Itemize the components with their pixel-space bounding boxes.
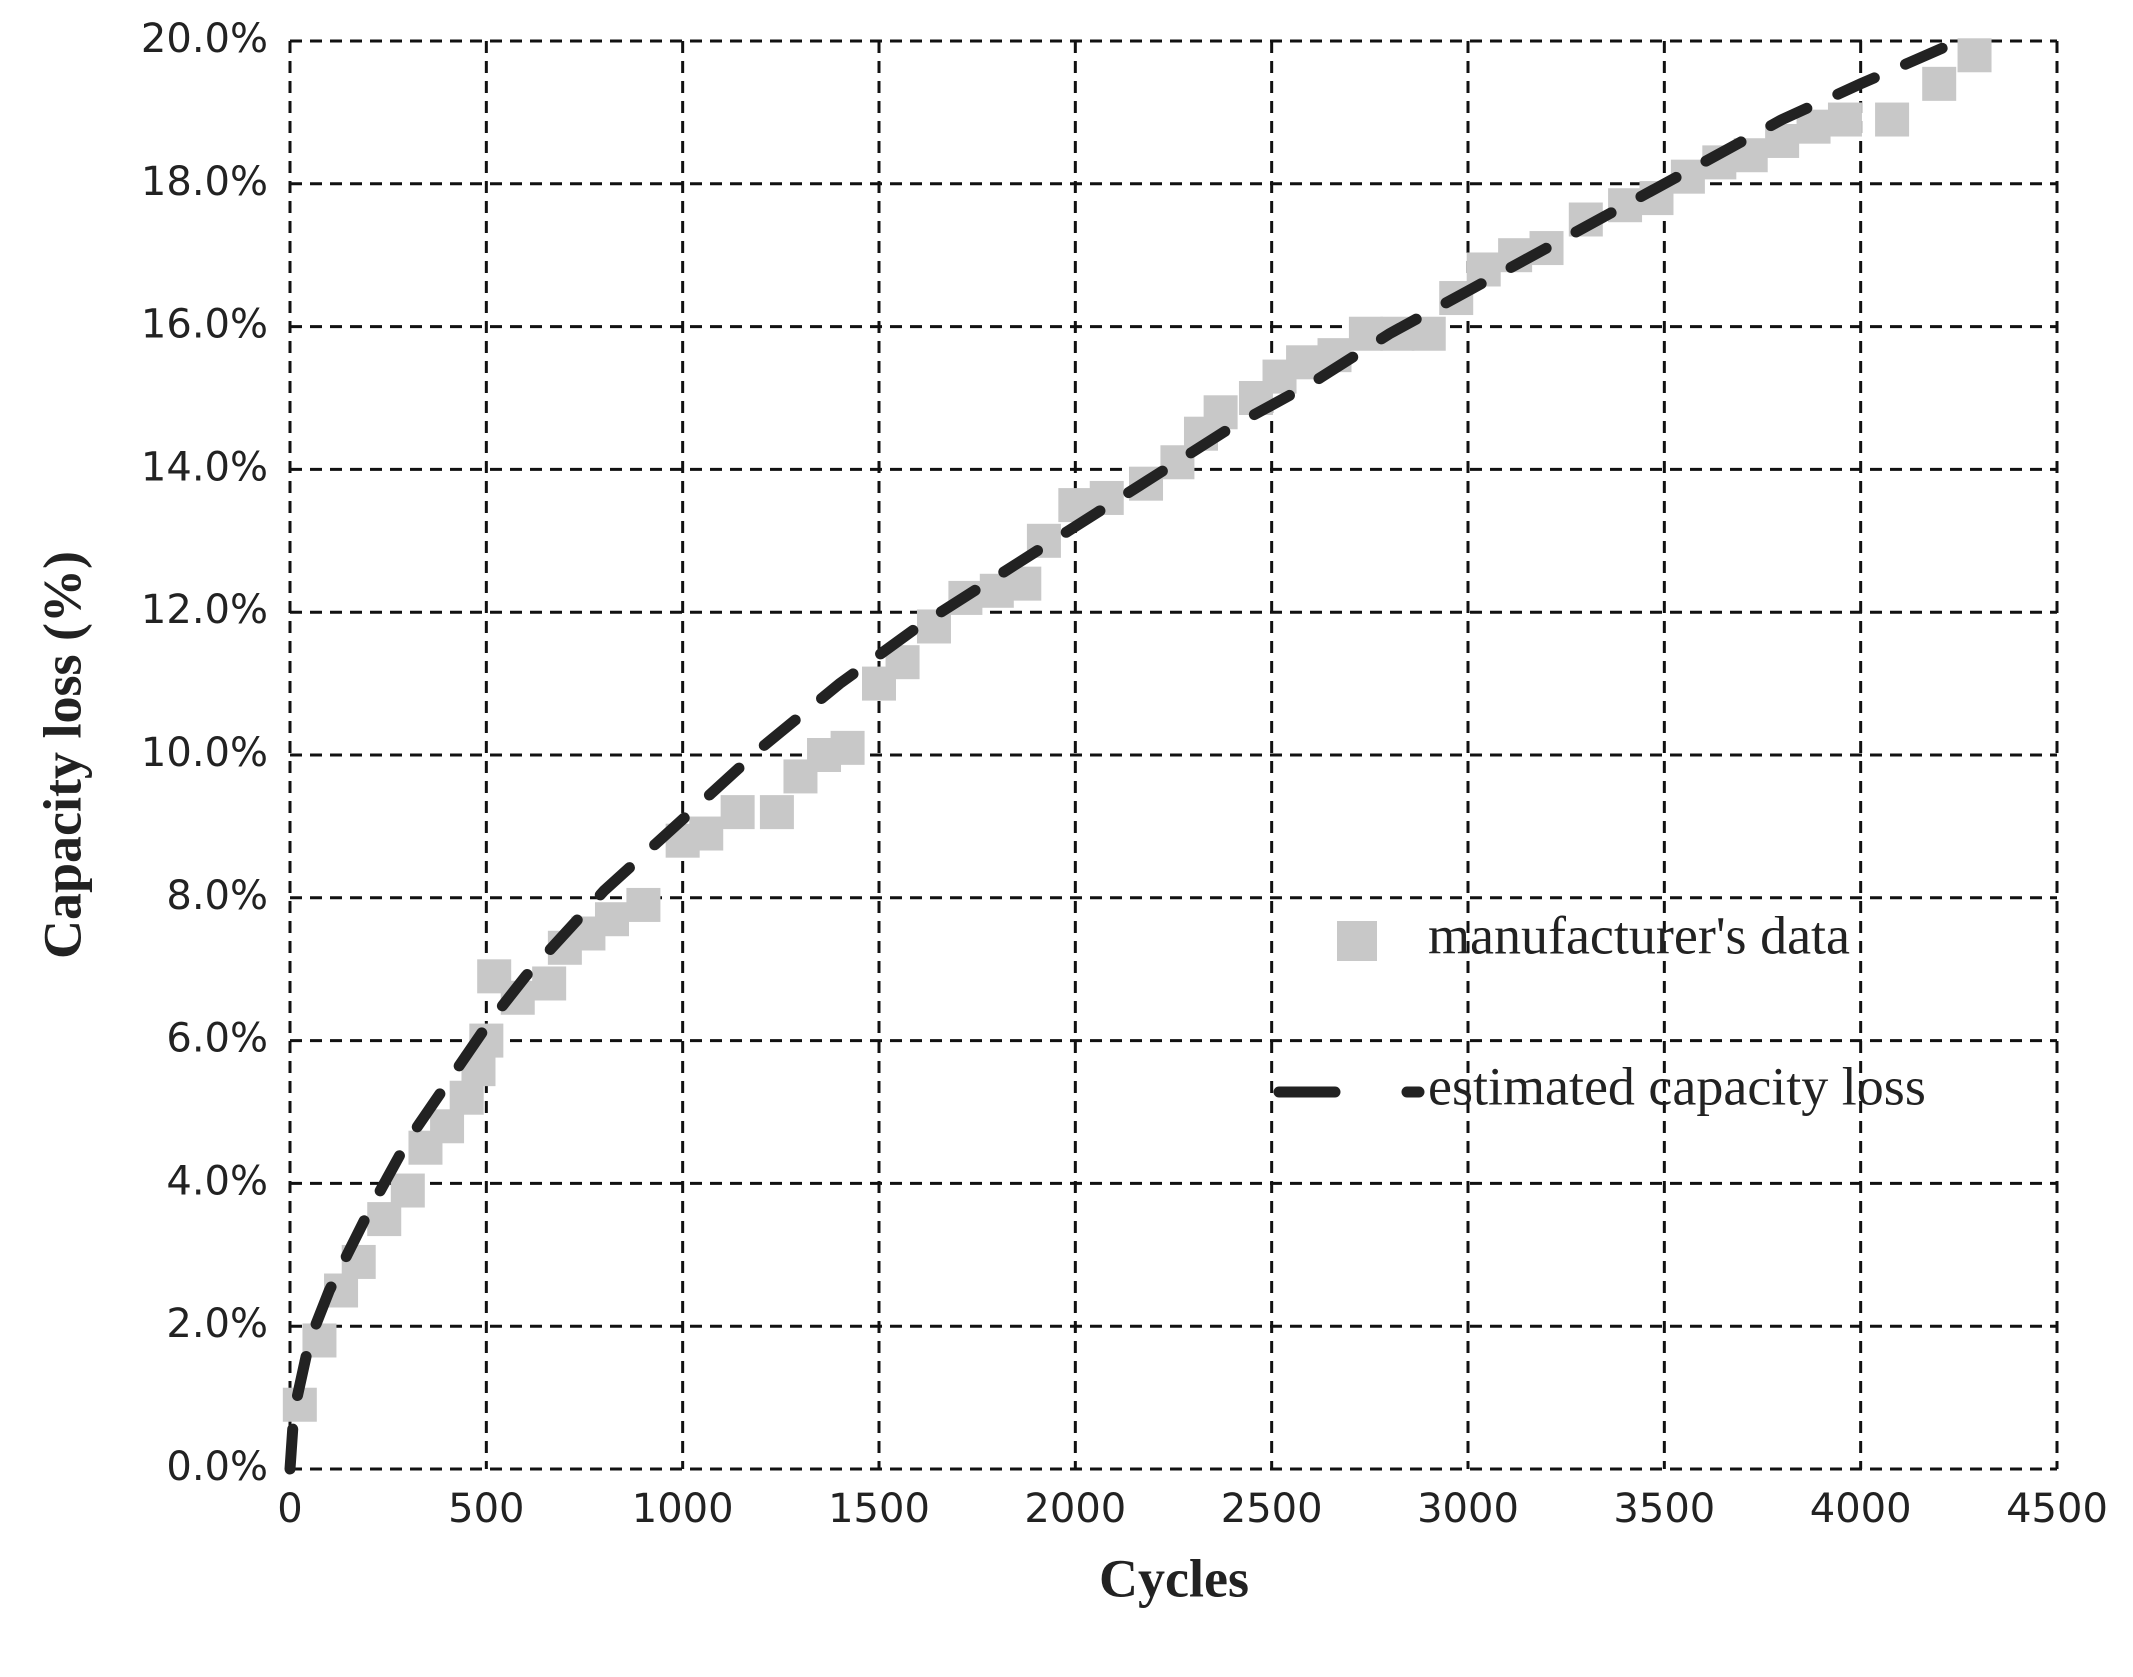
y-axis-title: Capacity loss (%) [32, 551, 92, 959]
legend-swatch [1337, 921, 1377, 961]
x-tick-label: 3000 [1417, 1486, 1519, 1532]
data-line [284, 35, 1965, 1475]
legend-label: manufacturer's data [1428, 905, 1850, 965]
data-point [759, 795, 794, 830]
x-tick-label: 1000 [632, 1486, 734, 1532]
data-point [830, 730, 865, 765]
data-point [390, 1173, 425, 1208]
x-tick-label: 2500 [1221, 1486, 1323, 1532]
data-point [1286, 345, 1321, 380]
y-tick-label: 14.0% [141, 444, 268, 490]
y-tick-label: 20.0% [141, 16, 268, 62]
data-point [1827, 102, 1862, 137]
y-tick-label: 4.0% [166, 1158, 268, 1204]
y-tick-label: 0.0% [166, 1444, 268, 1490]
data-point [430, 1109, 465, 1144]
data-point [626, 887, 661, 922]
data-point [1348, 316, 1383, 351]
x-tick-label: 4000 [1810, 1486, 1912, 1532]
y-tick-label: 18.0% [141, 159, 268, 205]
data-point [449, 1080, 484, 1115]
x-tick-label: 500 [448, 1486, 524, 1532]
x-axis-title: Cycles [1099, 1548, 1249, 1608]
y-tick-label: 6.0% [166, 1016, 268, 1062]
data-point [594, 902, 629, 937]
x-tick-label: 1500 [828, 1486, 930, 1532]
legend-item: estimated capacity loss [1273, 1056, 1926, 1116]
legend-label: estimated capacity loss [1428, 1056, 1926, 1116]
y-tick-label: 10.0% [141, 730, 268, 776]
y-tick-label: 16.0% [141, 302, 268, 348]
x-tick-label: 0 [277, 1486, 302, 1532]
data-point [1875, 102, 1910, 137]
data-point [1957, 38, 1992, 73]
data-point [1203, 395, 1238, 430]
legend-item: manufacturer's data [1337, 905, 1850, 965]
data-point [1922, 66, 1957, 101]
data-point [720, 795, 755, 830]
x-tick-label: 2000 [1024, 1486, 1126, 1532]
y-tick-label: 8.0% [166, 873, 268, 919]
y-tick-label: 12.0% [141, 587, 268, 633]
data-point [367, 1202, 402, 1237]
y-tick-label: 2.0% [166, 1301, 268, 1347]
data-point [689, 816, 724, 851]
x-tick-label: 3500 [1613, 1486, 1715, 1532]
x-tick-label: 4500 [2006, 1486, 2108, 1532]
data-point [532, 966, 567, 1001]
